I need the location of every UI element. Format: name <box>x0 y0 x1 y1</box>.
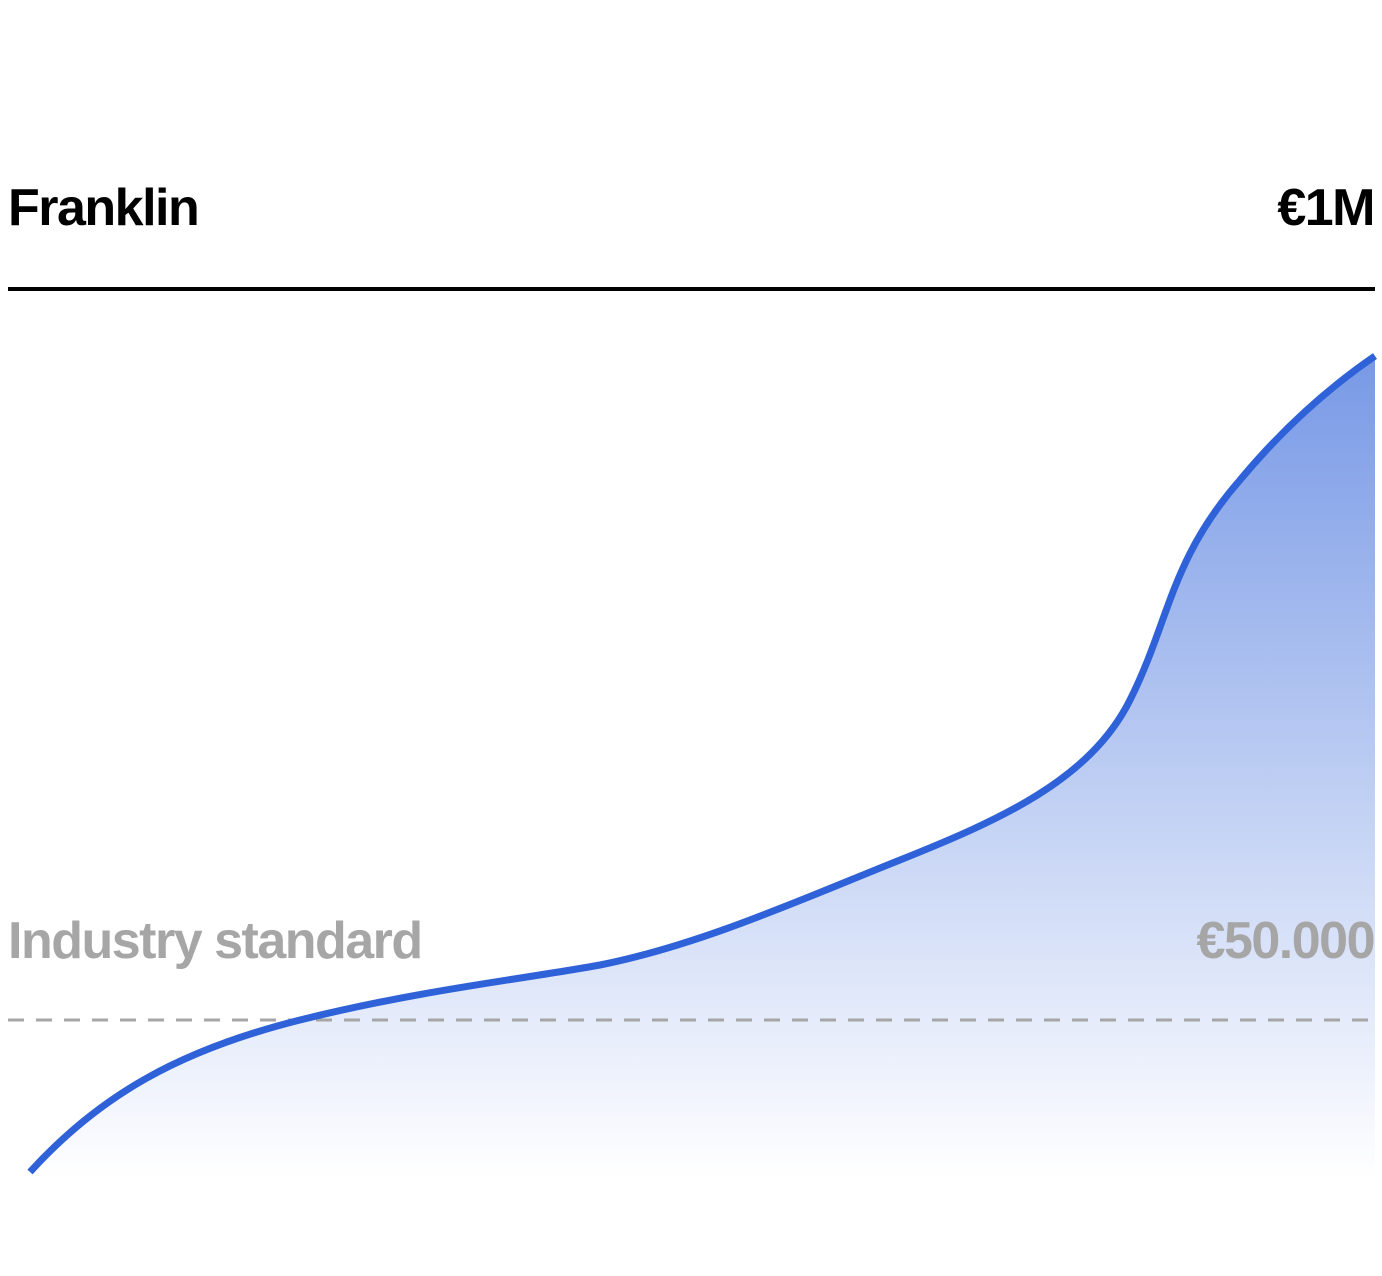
area-fill <box>30 356 1375 1190</box>
title-value: €1M <box>1277 179 1374 237</box>
reference-label: Industry standard <box>8 912 422 970</box>
reference-value: €50.000 <box>1197 912 1374 970</box>
growth-curve <box>27 353 1377 1175</box>
title: Franklin <box>8 179 198 237</box>
